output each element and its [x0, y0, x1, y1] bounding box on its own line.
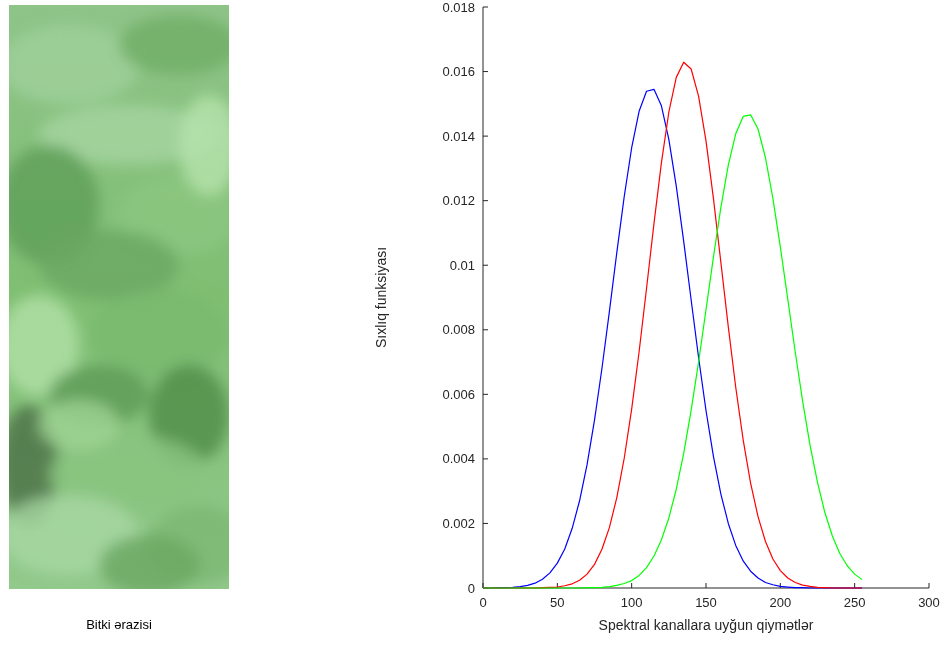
y-tick	[483, 136, 488, 137]
image-texture	[9, 25, 139, 105]
x-tick	[706, 583, 707, 588]
density-line	[483, 89, 862, 588]
y-tick	[483, 394, 488, 395]
x-tick	[854, 583, 855, 588]
image-texture	[99, 535, 199, 589]
x-tick	[929, 583, 930, 588]
y-tick-label: 0.008	[442, 322, 475, 337]
image-texture	[39, 400, 119, 450]
y-tick-label: 0.018	[442, 0, 475, 15]
y-tick-label: 0.012	[442, 193, 475, 208]
figure: Bitki ərazisi 0 50 100 150 200 250 300 0 0.002 0.0…	[0, 0, 951, 649]
x-tick	[631, 583, 632, 588]
axes: 0 50 100 150 200 250 300 0 0.002 0.004 0.006 0.008 0…	[373, 0, 940, 633]
y-axis-line	[483, 7, 484, 588]
density-line	[483, 115, 862, 588]
x-tick-label: 300	[918, 595, 940, 610]
series-group	[483, 62, 862, 588]
y-tick	[483, 523, 488, 524]
image-texture	[39, 230, 179, 300]
y-tick	[483, 200, 488, 201]
y-tick-label: 0.014	[442, 129, 475, 144]
image-texture	[179, 95, 229, 195]
x-tick	[780, 583, 781, 588]
y-tick	[483, 265, 488, 266]
vegetation-image	[9, 5, 229, 589]
y-tick	[483, 329, 488, 330]
x-tick-label: 150	[695, 595, 717, 610]
y-tick-label: 0.006	[442, 387, 475, 402]
y-tick	[483, 7, 488, 8]
image-caption: Bitki ərazisi	[86, 617, 152, 632]
x-tick-label: 200	[769, 595, 791, 610]
x-tick-label: 50	[550, 595, 564, 610]
y-axis-title: Sıxlıq funksiyası	[373, 247, 389, 348]
y-tick-label: 0.016	[442, 64, 475, 79]
x-tick-label: 0	[479, 595, 486, 610]
y-tick-label: 0.004	[442, 451, 475, 466]
x-tick-label: 250	[844, 595, 866, 610]
y-tick	[483, 458, 488, 459]
y-tick	[483, 71, 488, 72]
y-tick-label: 0	[468, 581, 475, 596]
x-axis-title: Spektral kanallara uyğun qiymətlər	[599, 617, 814, 633]
image-texture	[119, 15, 229, 75]
y-tick-label: 0.01	[450, 258, 475, 273]
density-line	[483, 62, 862, 588]
x-tick-label: 100	[621, 595, 643, 610]
y-tick-label: 0.002	[442, 516, 475, 531]
